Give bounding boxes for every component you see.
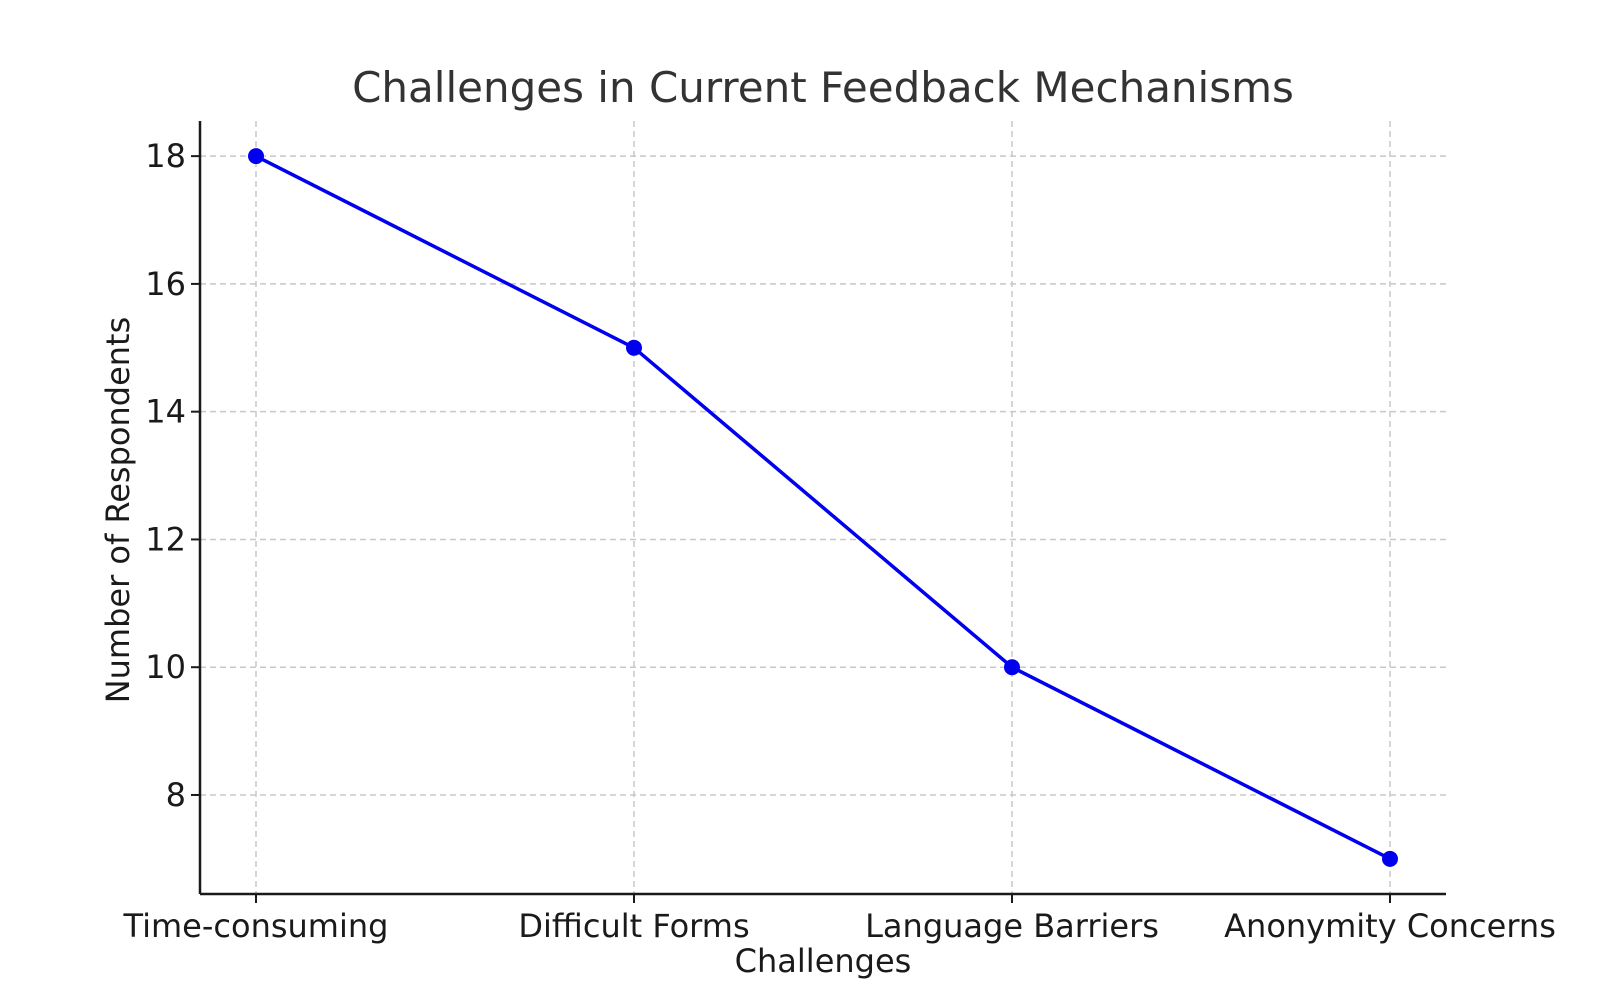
x-tick-label: Time-consuming [123, 907, 389, 945]
data-point [248, 148, 264, 165]
x-tick-label: Language Barriers [865, 907, 1159, 945]
tick-labels: Time-consuming Difficult Forms Language Ba… [123, 137, 1556, 945]
data-point [1382, 850, 1398, 867]
y-tick-label: 8 [166, 776, 186, 814]
data-point [626, 339, 642, 356]
y-tick-label: 14 [145, 393, 186, 431]
data-point [1004, 659, 1020, 676]
y-tick-label: 10 [145, 648, 186, 686]
series-line [255, 154, 1391, 861]
y-tick-label: 12 [145, 520, 186, 558]
chart-title: Challenges in Current Feedback Mechanism… [352, 63, 1294, 112]
axes [191, 121, 1446, 903]
y-tick-label: 16 [145, 265, 186, 303]
y-tick-label: 18 [145, 137, 186, 175]
series-layer [248, 148, 1398, 867]
y-axis-label: Number of Respondents [99, 317, 137, 704]
grid [200, 121, 1446, 894]
x-axis-label: Challenges [735, 942, 912, 980]
x-tick-label: Difficult Forms [518, 907, 749, 945]
x-tick-label: Anonymity Concerns [1224, 907, 1556, 945]
